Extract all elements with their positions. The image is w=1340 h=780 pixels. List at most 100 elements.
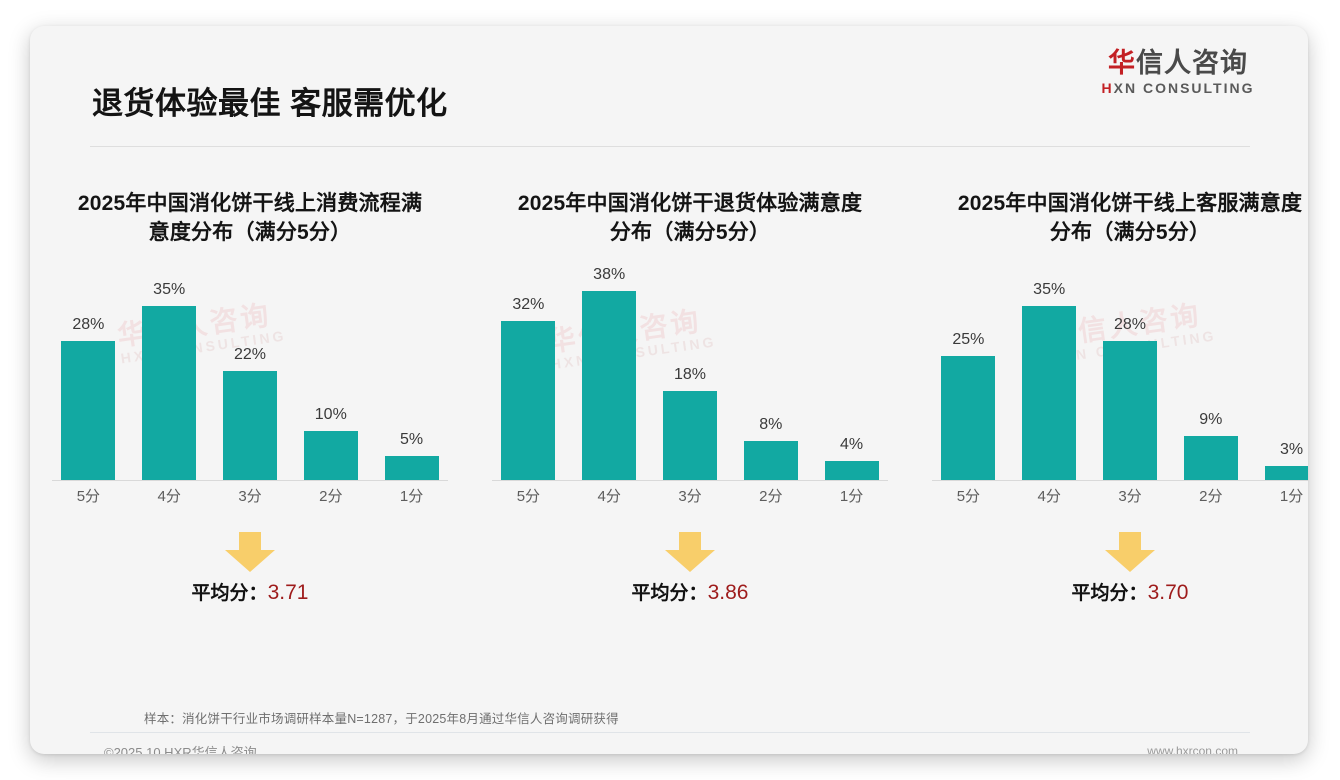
bar[interactable] [743, 440, 798, 481]
page-title: 退货体验最佳 客服需优化 [92, 86, 448, 121]
header-divider [90, 146, 1250, 147]
bar[interactable] [142, 305, 197, 481]
x-axis-tick-label: 5分 [956, 488, 981, 506]
x-axis-tick-label: 1分 [399, 488, 424, 506]
x-axis-line [932, 479, 1308, 481]
x-axis-tick-label: 2分 [1199, 488, 1223, 506]
bar-column[interactable]: 3% [1264, 263, 1308, 481]
slide-card: 退货体验最佳 客服需优化 华信人咨询 HXN CONSULTING 2025年中… [30, 26, 1308, 754]
average-score-label: 平均分： [1071, 582, 1148, 604]
average-score-value: 3.71 [267, 580, 309, 604]
slide-header: 退货体验最佳 客服需优化 华信人咨询 HXN CONSULTING [30, 26, 1308, 147]
bar[interactable] [501, 320, 556, 481]
bar-column[interactable]: 22% [222, 263, 277, 481]
average-annotation: 平均分：3.70 [928, 530, 1308, 610]
average-score-label: 平均分： [631, 582, 708, 604]
bar[interactable] [1264, 465, 1308, 481]
bar-value-label: 4% [840, 435, 864, 453]
bar-column[interactable]: 8% [743, 263, 798, 481]
x-axis-tick-label: 3分 [1118, 488, 1142, 506]
average-annotation: 平均分：3.71 [48, 530, 452, 610]
bar[interactable] [1102, 340, 1157, 481]
x-axis-tick-label: 5分 [516, 488, 541, 506]
arrow-down-icon [662, 530, 718, 574]
x-axis-tick-label: 5分 [76, 488, 101, 506]
bar-column[interactable]: 32% [501, 263, 556, 481]
brand-logo: 华信人咨询 HXN CONSULTING [1088, 48, 1268, 97]
chart-title: 2025年中国消化饼干线上客服满意度分布（满分5分） [957, 192, 1303, 244]
bar-value-label: 3% [1280, 440, 1304, 458]
average-score-label: 平均分： [191, 582, 268, 604]
source-note: 样本：消化饼干行业市场调研样本量N=1287，于2025年8月通过华信人咨询调研… [144, 712, 619, 726]
bar[interactable] [1022, 305, 1077, 481]
average-score-text: 平均分：3.71 [192, 578, 309, 605]
bar-column[interactable]: 35% [142, 263, 197, 481]
bar-value-label: 22% [233, 345, 266, 363]
bar-column[interactable]: 38% [582, 263, 637, 481]
bar-column[interactable]: 5% [384, 263, 439, 481]
bar[interactable] [303, 430, 358, 481]
brand-logo-cn-highlight: 华 [1108, 48, 1136, 78]
bar[interactable] [941, 355, 996, 481]
bar-value-label: 8% [759, 415, 783, 433]
bar[interactable] [582, 290, 637, 481]
bar-group: 28% 35% 22% 10% 5% [48, 263, 452, 481]
bar-column[interactable]: 25% [941, 263, 996, 481]
bar-column[interactable]: 18% [662, 263, 717, 481]
x-axis-line [492, 479, 888, 481]
x-axis-tick-label: 2分 [319, 488, 343, 506]
bar-column[interactable]: 10% [303, 263, 358, 481]
bar[interactable] [662, 390, 717, 481]
bar-value-label: 35% [1033, 280, 1066, 298]
bar-column[interactable]: 4% [824, 263, 879, 481]
footer-divider [90, 732, 1250, 733]
bar-value-label: 28% [1113, 315, 1146, 333]
average-annotation: 平均分：3.86 [488, 530, 892, 610]
x-axis-tick-label: 3分 [678, 488, 702, 506]
x-axis-tick-label: 1分 [1279, 488, 1304, 506]
x-axis-line [52, 479, 448, 481]
x-axis-tick-label: 4分 [157, 488, 181, 506]
arrow-down-icon [1102, 530, 1158, 574]
average-score-text: 平均分：3.86 [632, 578, 749, 605]
bar-value-label: 32% [512, 295, 545, 313]
bar-group: 32% 38% 18% 8% 4% [488, 263, 892, 481]
bar-column[interactable]: 28% [1102, 263, 1157, 481]
brand-logo-en: HXN CONSULTING [1088, 79, 1268, 97]
bar-value-label: 25% [952, 330, 985, 348]
bar-column[interactable]: 9% [1183, 263, 1238, 481]
brand-logo-en-rest: XN CONSULTING [1113, 80, 1255, 97]
bar-column[interactable]: 28% [61, 263, 116, 481]
brand-logo-en-highlight: H [1101, 80, 1114, 97]
average-score-text: 平均分：3.70 [1072, 578, 1189, 605]
bar-column[interactable]: 35% [1022, 263, 1077, 481]
x-axis-labels: 5分 4分 3分 2分 1分 [928, 484, 1308, 508]
x-axis-tick-label: 4分 [1037, 488, 1061, 506]
bar-group: 25% 35% 28% 9% 3% [928, 263, 1308, 481]
bar-value-label: 10% [314, 405, 347, 423]
bar[interactable] [824, 460, 879, 481]
x-axis-labels: 5分 4分 3分 2分 1分 [488, 484, 892, 508]
x-axis-tick-label: 1分 [839, 488, 864, 506]
bar-value-label: 38% [593, 265, 626, 283]
arrow-down-icon [222, 530, 278, 574]
bar[interactable] [384, 455, 439, 481]
bar[interactable] [1183, 435, 1238, 481]
chart-title: 2025年中国消化饼干线上消费流程满意度分布（满分5分） [77, 192, 423, 244]
brand-logo-cn: 华信人咨询 [1088, 48, 1268, 79]
bar[interactable] [61, 340, 116, 481]
bar-value-label: 28% [72, 315, 105, 333]
bar[interactable] [222, 370, 277, 481]
x-axis-tick-label: 3分 [238, 488, 262, 506]
brand-logo-cn-rest: 信人咨询 [1136, 48, 1248, 78]
x-axis-tick-label: 4分 [597, 488, 621, 506]
footer-copyright: ©2025.10 HXR华信人咨询 [104, 745, 257, 754]
chart-title: 2025年中国消化饼干退货体验满意度分布（满分5分） [517, 192, 863, 244]
x-axis-tick-label: 2分 [759, 488, 783, 506]
bar-value-label: 18% [673, 365, 706, 383]
bar-value-label: 35% [153, 280, 186, 298]
